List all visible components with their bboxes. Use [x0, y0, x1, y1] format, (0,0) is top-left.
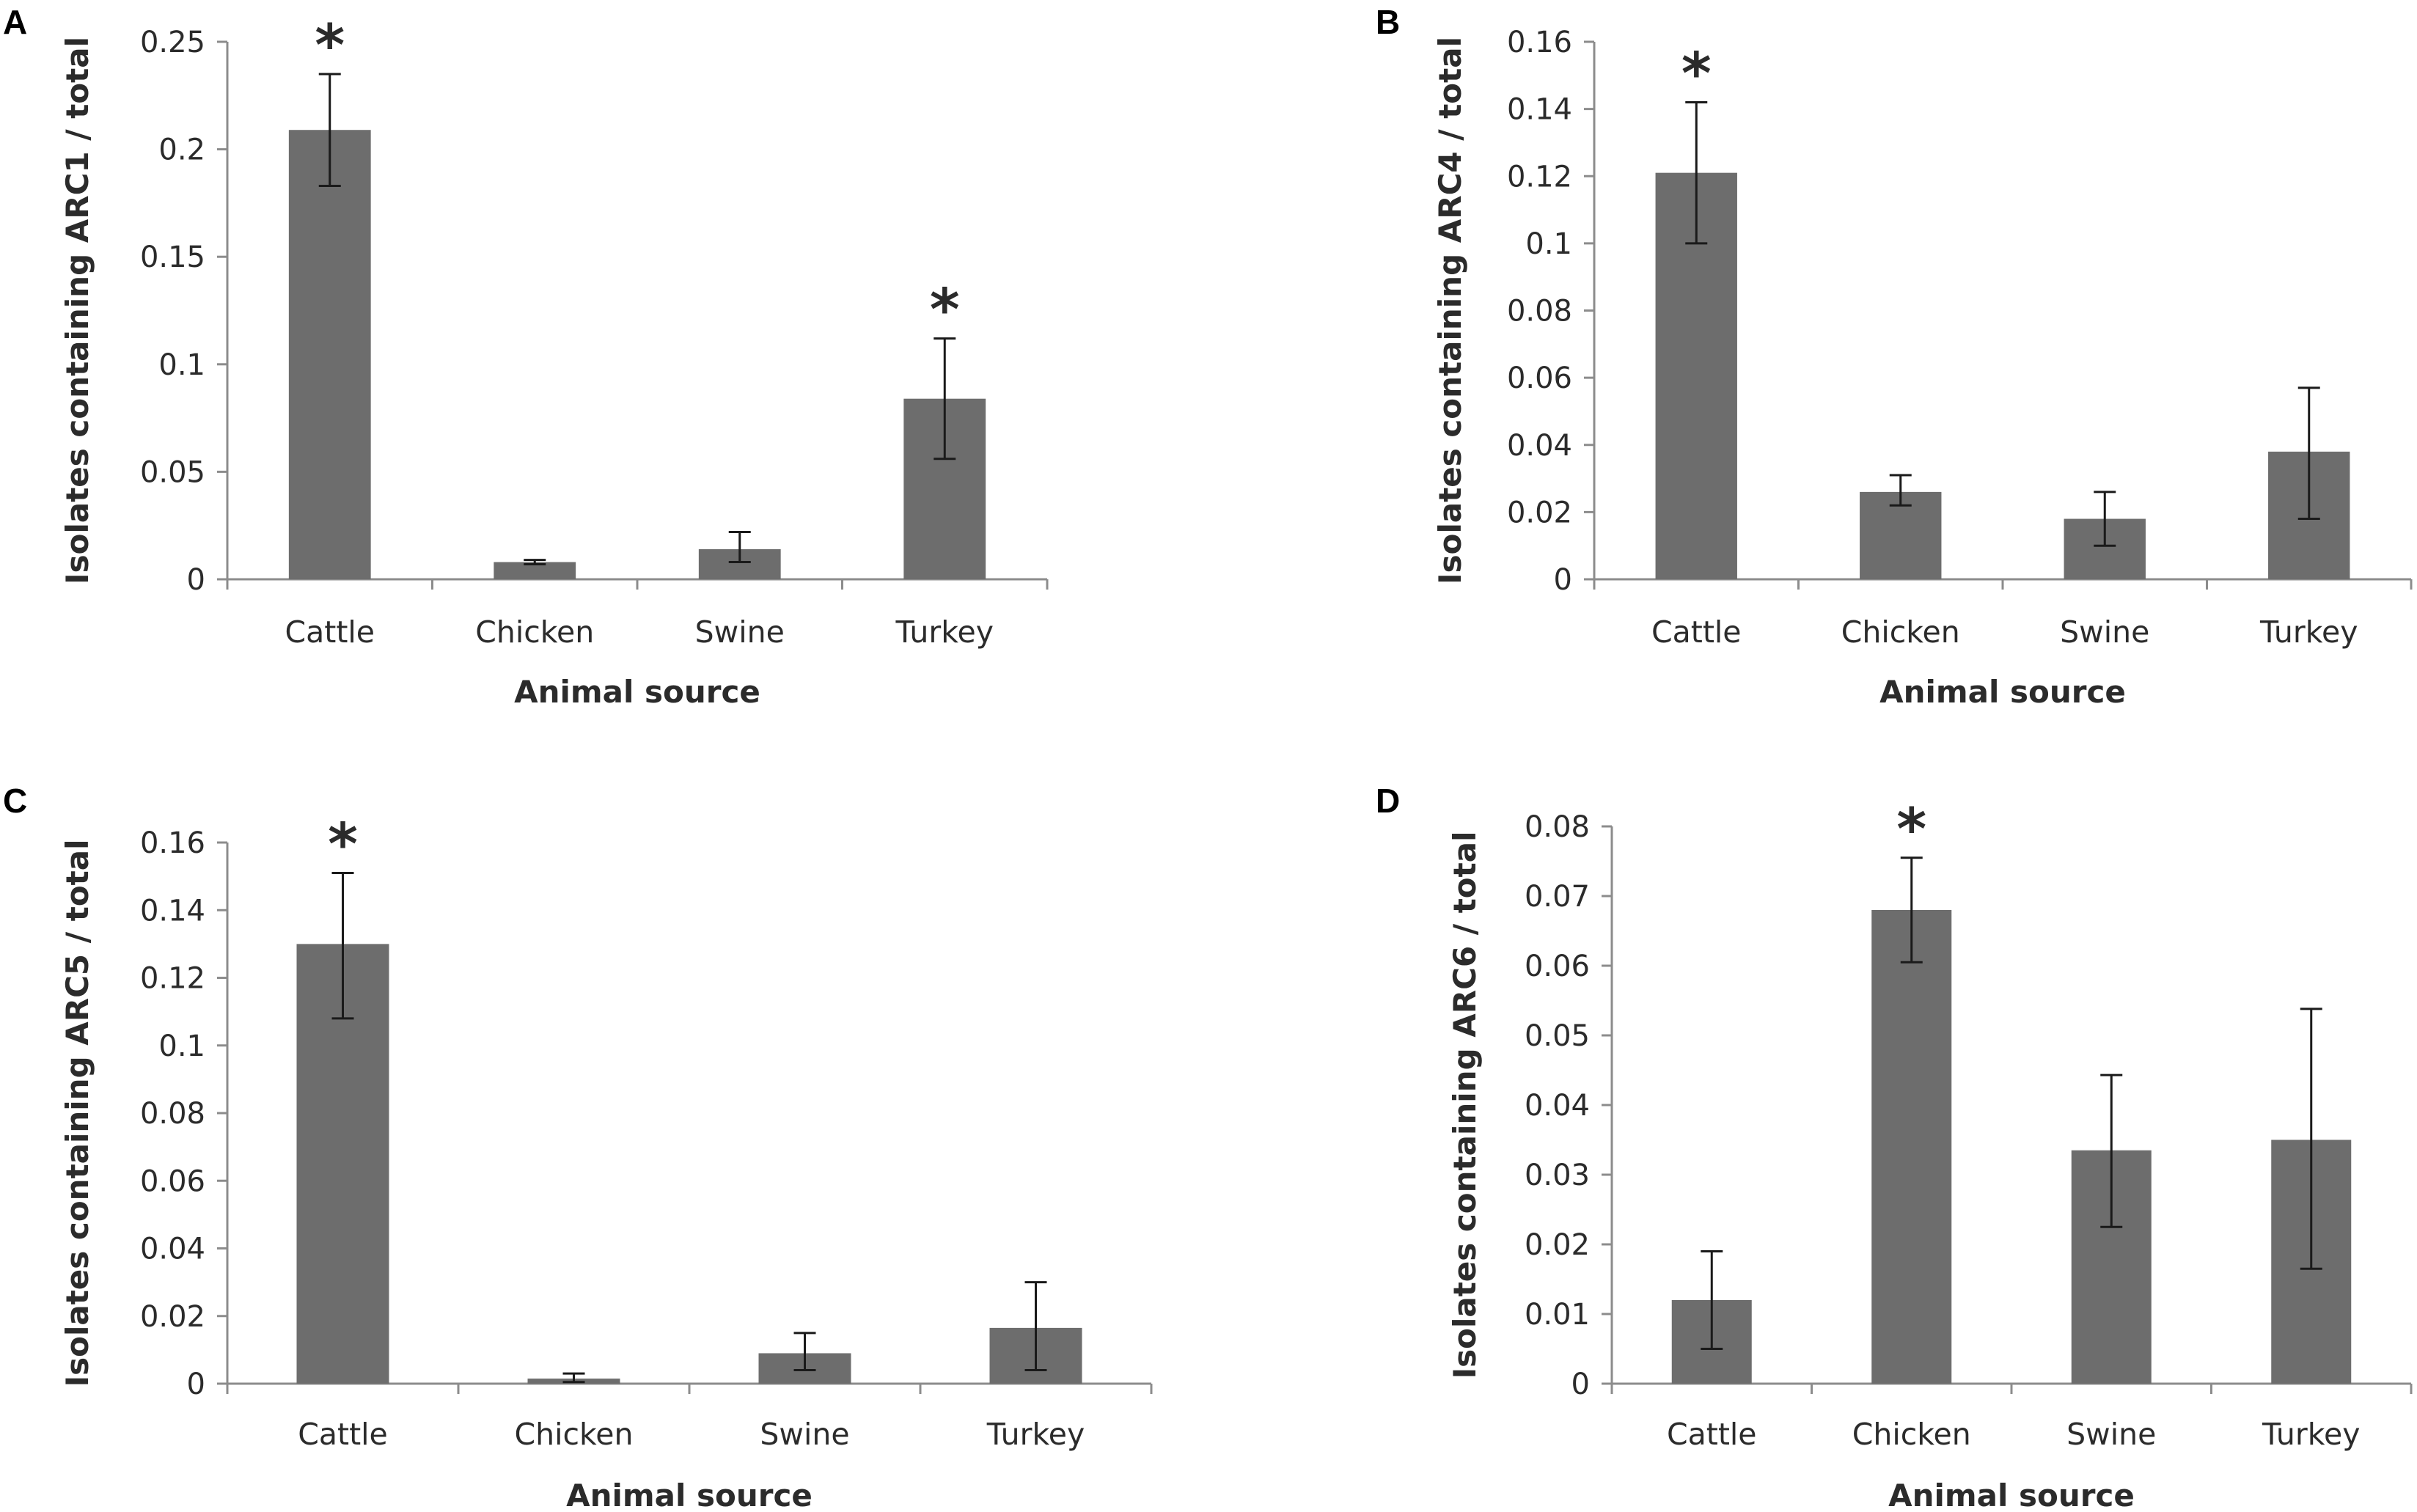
error-bar-cattle — [1701, 1250, 1723, 1350]
y-tick-label: 0.08 — [140, 1097, 205, 1131]
error-bar-chicken — [524, 559, 546, 565]
x-category-label: Swine — [695, 614, 785, 650]
y-axis-title: Isolates containing ARC4 / total — [1432, 37, 1468, 584]
x-category-label: Cattle — [285, 614, 375, 650]
y-tick-label: 0.2 — [158, 133, 205, 167]
y-tick-label: 0.02 — [140, 1300, 205, 1334]
error-bar-turkey — [2297, 386, 2320, 521]
x-category-label: Chicken — [475, 614, 594, 650]
y-tick-label: 0.06 — [140, 1164, 205, 1198]
x-category-label: Swine — [2066, 1417, 2156, 1452]
x-category-label: Chicken — [1841, 614, 1960, 650]
error-bar-cattle — [1685, 100, 1708, 245]
error-bar-turkey — [1024, 1281, 1047, 1372]
y-tick-label: 0 — [187, 563, 205, 597]
y-tick-label: 0.16 — [1507, 26, 1572, 59]
y-tick-label: 0.15 — [140, 241, 205, 274]
error-bar-swine — [2094, 491, 2116, 547]
y-tick-label: 0.12 — [1507, 160, 1572, 194]
x-axis-title: Animal source — [514, 674, 760, 710]
significance-star: * — [315, 13, 345, 79]
panel-letter: D — [1376, 782, 1400, 820]
y-tick-label: 0.04 — [140, 1233, 205, 1266]
y-tick-label: 0.1 — [158, 1030, 205, 1063]
x-category-label: Chicken — [1852, 1417, 1971, 1452]
y-axis-title: Isolates containing ARC5 / total — [59, 840, 95, 1387]
y-axis-title: Isolates containing ARC6 / total — [1447, 832, 1483, 1379]
error-bar-swine — [728, 530, 751, 564]
y-tick-label: 0.05 — [140, 455, 205, 489]
y-tick-label: 0.01 — [1525, 1298, 1590, 1332]
x-category-label: Cattle — [1667, 1417, 1757, 1452]
y-tick-label: 0.08 — [1525, 810, 1590, 844]
panel-letter: A — [3, 3, 27, 41]
bar-chicken — [494, 562, 576, 579]
error-bar-cattle — [318, 73, 341, 187]
x-category-label: Swine — [760, 1417, 849, 1452]
significance-star: * — [328, 812, 358, 878]
significance-star: * — [930, 278, 960, 344]
error-bar-turkey — [934, 337, 956, 460]
significance-star: * — [1681, 41, 1712, 107]
error-bar-chicken — [562, 1372, 585, 1384]
y-tick-label: 0.04 — [1507, 429, 1572, 463]
y-tick-label: 0.1 — [158, 348, 205, 382]
y-tick-label: 0.02 — [1507, 496, 1572, 529]
x-category-label: Turkey — [2262, 1417, 2360, 1452]
y-tick-label: 0.05 — [1525, 1019, 1590, 1053]
bar-chicken — [1860, 491, 1942, 579]
error-bar-swine — [2100, 1074, 2123, 1228]
x-category-label: Cattle — [1651, 614, 1742, 650]
y-tick-label: 0.14 — [140, 894, 205, 928]
x-category-label: Swine — [2060, 614, 2149, 650]
error-bar-cattle — [331, 872, 354, 1020]
y-tick-label: 0 — [187, 1368, 205, 1401]
error-bar-swine — [793, 1332, 816, 1372]
error-bar-turkey — [2300, 1008, 2322, 1270]
x-axis-title: Animal source — [566, 1478, 813, 1512]
panel-letter: C — [3, 782, 27, 820]
x-axis-title: Animal source — [1879, 674, 2126, 710]
y-tick-label: 0 — [1571, 1368, 1590, 1401]
y-axis-title: Isolates containing ARC1 / total — [59, 37, 95, 584]
chart-panel-d: D 0 0.01 0.02 0.03 0.04 0.05 0.06 0.07 0.08 Cattle… — [1376, 782, 2413, 1512]
y-tick-label: 0.14 — [1507, 93, 1572, 127]
y-tick-label: 0.25 — [140, 26, 205, 59]
chart-panel-c: C 0 0.02 0.04 0.06 0.08 0.1 0.12 0.14 0.16 * Cattle… — [3, 782, 1153, 1512]
y-tick-label: 0.04 — [1525, 1089, 1590, 1123]
chart-panel-a: A 0 0.05 0.1 0.15 0.2 0.25 * Cattle Chicken Swine *… — [3, 3, 1049, 710]
y-tick-label: 0.08 — [1507, 295, 1572, 329]
y-tick-label: 0.06 — [1507, 362, 1572, 395]
x-category-label: Turkey — [2259, 614, 2358, 650]
x-axis-title: Animal source — [1888, 1478, 2135, 1512]
x-category-label: Cattle — [298, 1417, 388, 1452]
x-category-label: Turkey — [986, 1417, 1085, 1452]
x-category-label: Chicken — [514, 1417, 633, 1452]
error-bar-chicken — [1889, 474, 1912, 507]
y-tick-label: 0.07 — [1525, 880, 1590, 914]
y-tick-label: 0.03 — [1525, 1159, 1590, 1192]
bar-cattle — [288, 130, 371, 579]
y-tick-label: 0.1 — [1525, 227, 1572, 261]
x-category-label: Turkey — [895, 614, 994, 650]
bar-chicken — [1871, 910, 1952, 1384]
error-bar-chicken — [1900, 856, 1923, 964]
y-tick-label: 0.12 — [140, 962, 205, 996]
y-tick-label: 0.02 — [1525, 1228, 1590, 1262]
panel-letter: B — [1376, 3, 1400, 41]
y-tick-label: 0 — [1554, 563, 1572, 597]
significance-star: * — [1896, 797, 1926, 863]
y-tick-label: 0.06 — [1525, 950, 1590, 983]
chart-panel-b: B 0 0.02 0.04 0.06 0.08 0.1 0.12 0.14 0.16 * Cattle… — [1376, 3, 2413, 710]
y-tick-label: 0.16 — [140, 826, 205, 860]
